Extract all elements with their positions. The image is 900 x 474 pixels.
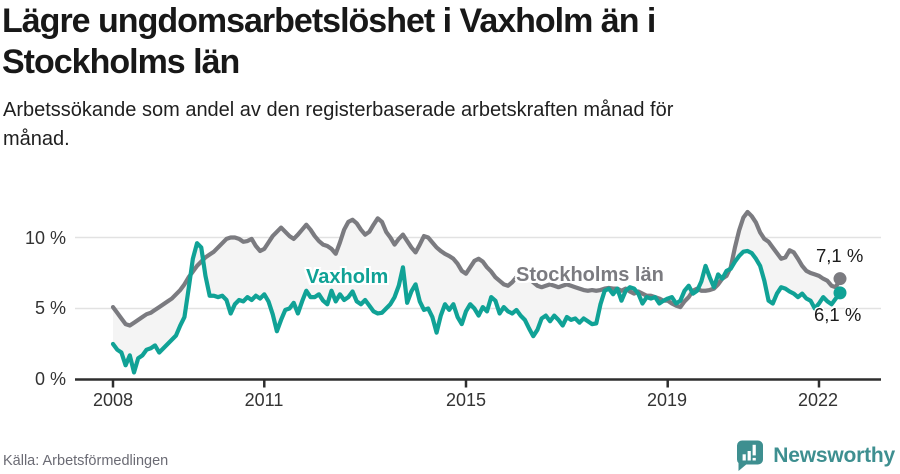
y-axis-label-0: 0 % [34, 369, 66, 389]
newsworthy-icon [737, 440, 764, 471]
series-label-stockholms-lan: Stockholms län [516, 264, 664, 286]
y-axis-label-5: 5 % [34, 298, 66, 318]
y-axis-label-10: 10 % [24, 228, 66, 248]
stockholm-end-dot [833, 272, 847, 286]
series-label-vaxholm: Vaxholm [306, 266, 389, 288]
page-title: Lägre ungdomsarbetslöshet i Vaxholm än i… [2, 1, 882, 83]
subtitle-line-1: Arbetssökande som andel av den registerb… [3, 99, 674, 121]
x-axis-label-2011: 2011 [244, 390, 284, 410]
band-between-series [113, 211, 840, 373]
newsworthy-wordmark: Newsworthy [773, 443, 895, 467]
end-value-stockholm: 7,1 % [816, 245, 864, 266]
chart-subtitle: Arbetssökande som andel av den registerb… [3, 96, 863, 154]
x-axis-label-2019: 2019 [646, 390, 688, 410]
newsworthy-logo: Newsworthy [734, 439, 895, 472]
vaxholm-line [110, 241, 843, 375]
title-line-2: Stockholms län [2, 43, 240, 81]
x-axis-label-2022: 2022 [797, 390, 839, 410]
source-credit: Källa: Arbetsförmedlingen [3, 453, 169, 469]
vaxholm-end-dot [833, 286, 847, 300]
end-value-vaxholm: 6,1 % [814, 304, 862, 325]
x-axis-label-2015: 2015 [445, 390, 487, 410]
title-line-1: Lägre ungdomsarbetslöshet i Vaxholm än i [2, 2, 656, 40]
x-axis-label-2008: 2008 [92, 390, 134, 410]
stockholm-line [110, 209, 843, 328]
subtitle-line-2: månad. [3, 128, 70, 150]
